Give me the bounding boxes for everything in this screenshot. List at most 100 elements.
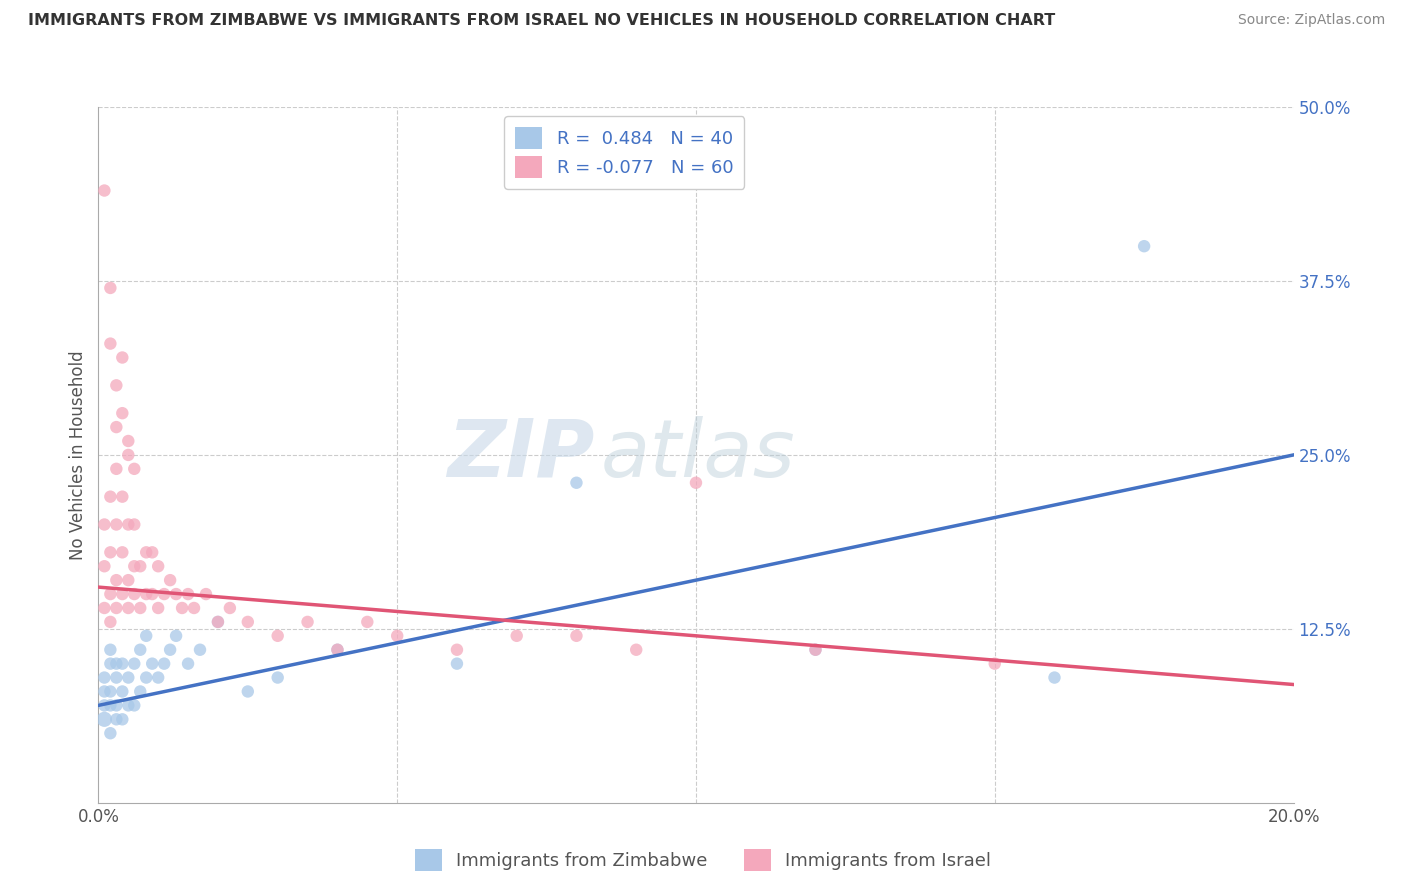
Point [356, 615, 378, 629]
Point [207, 615, 229, 629]
Point [326, 642, 349, 657]
Text: ZIP: ZIP [447, 416, 595, 494]
Point [236, 615, 259, 629]
Text: atlas: atlas [600, 416, 796, 494]
Point [105, 573, 128, 587]
Point [111, 406, 134, 420]
Point [267, 629, 290, 643]
Point [177, 657, 200, 671]
Point [111, 684, 134, 698]
Point [177, 587, 200, 601]
Point [105, 698, 128, 713]
Point [446, 642, 468, 657]
Point [93, 671, 115, 685]
Point [117, 573, 139, 587]
Legend: Immigrants from Zimbabwe, Immigrants from Israel: Immigrants from Zimbabwe, Immigrants fro… [408, 842, 998, 879]
Point [141, 587, 163, 601]
Text: IMMIGRANTS FROM ZIMBABWE VS IMMIGRANTS FROM ISRAEL NO VEHICLES IN HOUSEHOLD CORR: IMMIGRANTS FROM ZIMBABWE VS IMMIGRANTS F… [28, 13, 1056, 29]
Point [111, 587, 134, 601]
Point [129, 559, 152, 574]
Point [111, 351, 134, 365]
Point [124, 657, 146, 671]
Point [159, 642, 181, 657]
Point [219, 601, 242, 615]
Point [98, 642, 122, 657]
Point [148, 601, 170, 615]
Point [93, 517, 115, 532]
Text: Source: ZipAtlas.com: Source: ZipAtlas.com [1237, 13, 1385, 28]
Point [105, 462, 128, 476]
Point [129, 601, 152, 615]
Point [148, 671, 170, 685]
Point [506, 629, 529, 643]
Point [135, 671, 157, 685]
Point [117, 434, 139, 448]
Point [172, 601, 194, 615]
Point [93, 559, 115, 574]
Y-axis label: No Vehicles in Household: No Vehicles in Household [69, 350, 87, 560]
Point [804, 642, 827, 657]
Point [565, 629, 588, 643]
Point [236, 684, 259, 698]
Point [98, 698, 122, 713]
Point [124, 698, 146, 713]
Point [93, 712, 115, 726]
Point [98, 587, 122, 601]
Point [159, 573, 181, 587]
Point [98, 684, 122, 698]
Point [117, 601, 139, 615]
Point [105, 657, 128, 671]
Point [98, 726, 122, 740]
Point [117, 448, 139, 462]
Point [98, 545, 122, 559]
Point [326, 642, 349, 657]
Point [1133, 239, 1156, 253]
Point [141, 657, 163, 671]
Point [98, 657, 122, 671]
Point [93, 184, 115, 198]
Point [804, 642, 827, 657]
Point [153, 587, 176, 601]
Point [685, 475, 707, 490]
Point [124, 587, 146, 601]
Point [148, 559, 170, 574]
Point [129, 642, 152, 657]
Point [297, 615, 319, 629]
Point [105, 420, 128, 434]
Point [98, 615, 122, 629]
Point [135, 545, 157, 559]
Legend: R =  0.484   N = 40, R = -0.077   N = 60: R = 0.484 N = 40, R = -0.077 N = 60 [505, 116, 744, 189]
Point [105, 712, 128, 726]
Point [98, 336, 122, 351]
Point [194, 587, 218, 601]
Point [141, 545, 163, 559]
Point [117, 517, 139, 532]
Point [267, 671, 290, 685]
Point [183, 601, 205, 615]
Point [111, 490, 134, 504]
Point [117, 698, 139, 713]
Point [124, 559, 146, 574]
Point [105, 517, 128, 532]
Point [117, 671, 139, 685]
Point [135, 587, 157, 601]
Point [129, 684, 152, 698]
Point [105, 671, 128, 685]
Point [93, 698, 115, 713]
Point [565, 475, 588, 490]
Point [624, 642, 647, 657]
Point [385, 629, 409, 643]
Point [111, 545, 134, 559]
Point [188, 642, 211, 657]
Point [207, 615, 229, 629]
Point [124, 462, 146, 476]
Point [165, 629, 187, 643]
Point [98, 281, 122, 295]
Point [105, 601, 128, 615]
Point [165, 587, 187, 601]
Point [105, 378, 128, 392]
Point [135, 629, 157, 643]
Point [111, 712, 134, 726]
Point [111, 657, 134, 671]
Point [983, 657, 1005, 671]
